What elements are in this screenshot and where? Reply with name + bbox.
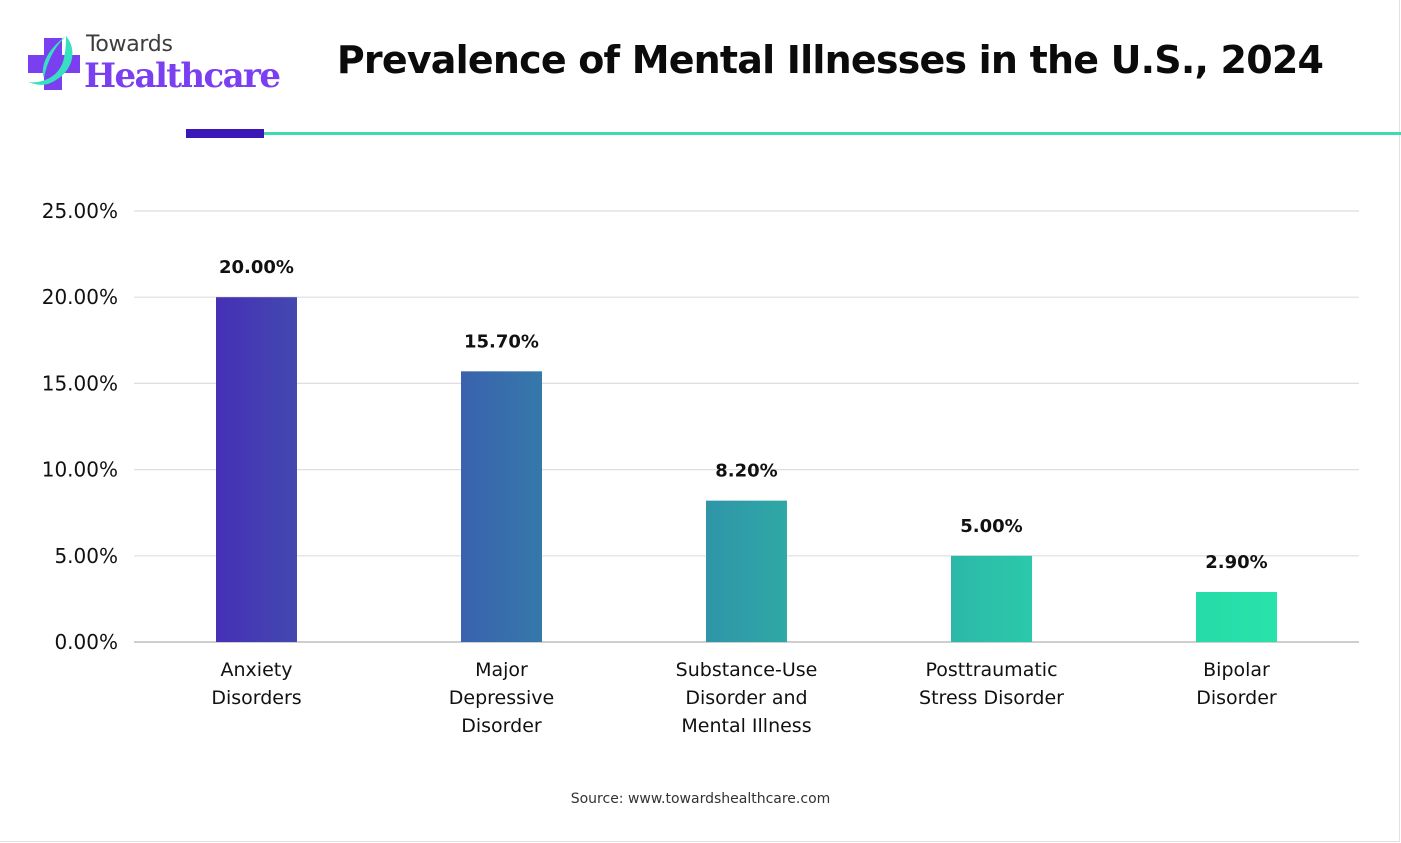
y-axis-ticks: 0.00% 5.00% 10.00% 15.00% 20.00% 25.00%: [42, 199, 118, 654]
x-tick-label: Disorders: [211, 687, 301, 709]
x-tick-label: Disorder and: [685, 687, 807, 709]
bar: [1196, 592, 1277, 642]
y-tick-label: 15.00%: [42, 371, 118, 395]
x-tick-label: Disorder: [1196, 687, 1277, 709]
x-tick-label: Mental Illness: [681, 715, 811, 737]
x-tick-label: Bipolar: [1203, 659, 1270, 681]
x-tick-label: Substance-Use: [676, 659, 818, 681]
chart-title: Prevalence of Mental Illnesses in the U.…: [336, 38, 1324, 82]
bar: [461, 371, 542, 642]
x-tick-label: Major: [475, 659, 528, 681]
brand-logo: Towards Healthcare: [26, 32, 281, 96]
bar-chart: 0.00% 5.00% 10.00% 15.00% 20.00% 25.00% 20.00…: [42, 199, 1359, 737]
bar: [706, 500, 787, 642]
bars: [216, 297, 1277, 642]
source-note: Source: www.towardshealthcare.com: [570, 791, 831, 807]
data-label: 20.00%: [219, 257, 294, 278]
x-tick-label: Stress Disorder: [919, 687, 1064, 709]
bar: [216, 297, 297, 642]
bar: [951, 555, 1032, 642]
header-rule-line: [264, 132, 1401, 135]
x-tick-label: Depressive: [449, 687, 554, 709]
x-tick-label: Posttraumatic: [925, 659, 1057, 681]
y-tick-label: 5.00%: [54, 544, 118, 568]
y-tick-label: 0.00%: [54, 630, 118, 654]
data-label: 15.70%: [464, 331, 539, 352]
x-tick-label: Anxiety: [221, 659, 293, 681]
cross-leaf-icon: [28, 36, 80, 90]
brand-towards: Towards: [86, 32, 173, 57]
x-tick-label: Disorder: [461, 715, 542, 737]
y-tick-label: 10.00%: [42, 458, 118, 482]
y-tick-label: 20.00%: [42, 285, 118, 309]
data-label: 5.00%: [960, 516, 1022, 537]
data-label: 8.20%: [715, 461, 777, 482]
header-accent-bar: [186, 129, 264, 138]
brand-healthcare: Healthcare: [84, 56, 281, 96]
data-labels: 20.00% 15.70% 8.20% 5.00% 2.90%: [219, 257, 1268, 573]
data-label: 2.90%: [1205, 552, 1267, 573]
y-tick-label: 25.00%: [42, 199, 118, 223]
x-axis-labels: Anxiety Disorders Major Depressive Disorder S…: [211, 659, 1277, 737]
